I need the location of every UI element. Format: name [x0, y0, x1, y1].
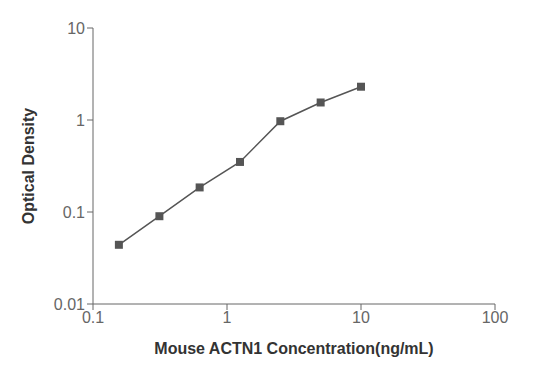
svg-text:1: 1: [223, 309, 232, 326]
svg-text:100: 100: [482, 309, 509, 326]
svg-text:Optical Density: Optical Density: [20, 108, 37, 225]
svg-text:1: 1: [76, 112, 85, 129]
svg-text:0.1: 0.1: [82, 309, 104, 326]
svg-text:0.01: 0.01: [54, 296, 85, 313]
svg-text:Mouse ACTN1 Concentration(ng/m: Mouse ACTN1 Concentration(ng/mL): [154, 340, 433, 357]
svg-text:10: 10: [67, 20, 85, 37]
svg-text:0.1: 0.1: [63, 204, 85, 221]
svg-text:10: 10: [352, 309, 370, 326]
